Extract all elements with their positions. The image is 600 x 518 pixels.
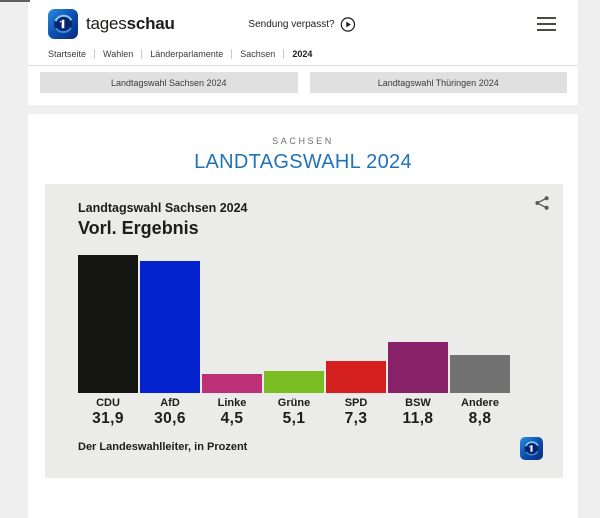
breadcrumb: Startseite Wahlen Länderparlamente Sachs… — [48, 42, 556, 65]
bar-label-Andere: Andere — [461, 397, 499, 409]
viewport-edge-strip — [0, 0, 30, 2]
bar-value-SPD: 7,3 — [344, 410, 368, 427]
bar-value-Grüne: 5,1 — [282, 410, 306, 427]
landtagswahl-thueringen-button[interactable]: Landtagswahl Thüringen 2024 — [309, 72, 567, 93]
main-content: SACHSEN LANDTAGSWAHL 2024 Landtagswahl S… — [28, 114, 578, 518]
result-chart-card: Landtagswahl Sachsen 2024 Vorl. Ergebnis… — [45, 184, 563, 478]
bar-names: CDU AfD Linke Grüne SPD BSW Andere — [78, 393, 543, 409]
chart-source: Der Landeswahlleiter, in Prozent — [78, 441, 248, 453]
landtagswahl-sachsen-button[interactable]: Landtagswahl Sachsen 2024 — [40, 72, 298, 93]
breadcrumb-divider — [283, 48, 285, 59]
bar-value-CDU: 31,9 — [92, 410, 124, 427]
bar-Linke — [202, 374, 262, 393]
bar-AfD — [140, 261, 200, 393]
hamburger-icon — [537, 22, 556, 26]
chart-title: Landtagswahl Sachsen 2024 — [78, 201, 248, 215]
breadcrumb-item-2024[interactable]: 2024 — [292, 48, 313, 59]
breadcrumb-divider — [94, 48, 96, 59]
election-quicklinks: Landtagswahl Sachsen 2024 Landtagswahl T… — [28, 66, 578, 105]
brand-wordmark: tagesschau — [86, 14, 175, 33]
breadcrumb-item-wahlen[interactable]: Wahlen — [103, 48, 134, 59]
bar-value-AfD: 30,6 — [154, 410, 186, 427]
bar-values: 31,9 30,6 4,5 5,1 7,3 11,8 8,8 — [78, 409, 543, 428]
bar-Grüne — [264, 371, 324, 393]
hamburger-icon — [537, 28, 556, 31]
bar-label-BSW: BSW — [405, 397, 431, 409]
play-icon — [340, 16, 356, 32]
tagesschau-logo-link[interactable]: tagesschau — [48, 9, 175, 39]
bar-Andere — [450, 355, 510, 393]
tagesschau-globe-icon — [520, 437, 543, 460]
share-icon — [535, 196, 549, 210]
chart-subtitle: Vorl. Ergebnis — [78, 218, 199, 238]
bar-BSW — [388, 342, 448, 393]
site-header: tagesschau Sendung verpasst? Startseite … — [28, 0, 578, 66]
hamburger-menu-button[interactable] — [537, 12, 556, 37]
sendung-verpasst-label: Sendung verpasst? — [248, 18, 335, 30]
page-title: LANDTAGSWAHL 2024 — [194, 151, 412, 173]
bar-label-Grüne: Grüne — [277, 397, 311, 409]
tagesschau-globe-icon — [48, 9, 78, 39]
bar-label-Linke: Linke — [217, 397, 247, 409]
bar-label-CDU: CDU — [96, 397, 120, 409]
bar-value-Linke: 4,5 — [220, 410, 244, 427]
bar-CDU — [78, 255, 138, 393]
section-kicker: SACHSEN — [272, 136, 334, 146]
breadcrumb-item-sachsen[interactable]: Sachsen — [240, 48, 276, 59]
sendung-verpasst-link[interactable]: Sendung verpasst? — [248, 16, 356, 32]
breadcrumb-item-laenderparlamente[interactable]: Länderparlamente — [150, 48, 224, 59]
breadcrumb-item-startseite[interactable]: Startseite — [48, 48, 87, 59]
bar-label-SPD: SPD — [344, 397, 368, 409]
bar-label-AfD: AfD — [160, 397, 180, 409]
bar-value-Andere: 8,8 — [468, 410, 492, 427]
breadcrumb-divider — [141, 48, 143, 59]
hamburger-icon — [537, 17, 556, 20]
share-button[interactable] — [534, 195, 550, 211]
bar-value-BSW: 11,8 — [402, 410, 434, 427]
bar-plot — [78, 254, 543, 393]
bar-SPD — [326, 361, 386, 393]
breadcrumb-divider — [231, 48, 233, 59]
